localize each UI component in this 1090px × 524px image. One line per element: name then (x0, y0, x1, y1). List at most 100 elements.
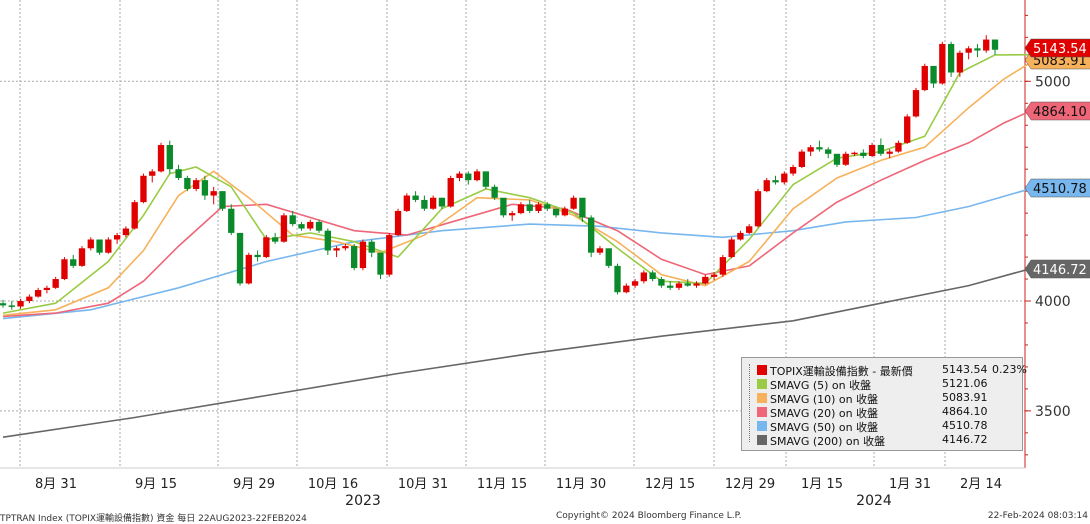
value-tag-label: 4864.10 (1033, 105, 1087, 120)
candle-body (78, 248, 86, 266)
candle-body (333, 248, 340, 251)
legend-row-sma10: SMAVG (10) on 收盤 5083.91 (742, 391, 1022, 406)
x-tick-label: 9月 15 (135, 477, 177, 492)
candle-body (456, 173, 463, 178)
candle-body (289, 215, 296, 225)
legend-name-sma50: SMAVG (50) on 收盤 (770, 421, 879, 434)
candle-body (552, 208, 560, 216)
candle-body (789, 166, 797, 174)
candle-body (465, 173, 472, 181)
candle-body (860, 152, 867, 156)
value-tag-label: 4146.72 (1033, 263, 1087, 278)
candle-body (113, 235, 121, 240)
series-line-20 (2, 110, 1031, 318)
candle-body (386, 235, 393, 275)
candle-body (298, 224, 305, 229)
x-tick-label: 10月 31 (398, 477, 448, 492)
candle-body (271, 237, 279, 242)
footer-ticker: TPTRAN Index (TOPIX運輸設備指數) 資金 每日 22AUG20… (0, 514, 307, 524)
candle-body (17, 301, 24, 307)
candle-body (991, 39, 999, 50)
legend-value-sma50: 4510.78 (942, 419, 988, 432)
candle-body (640, 272, 648, 282)
legend-name-sma20: SMAVG (20) on 收盤 (770, 407, 879, 420)
value-tag-label: 5083.91 (1033, 54, 1087, 69)
footer-copyright: Copyright© 2024 Bloomberg Finance L.P. (556, 511, 742, 521)
candle-body (175, 169, 182, 178)
y-tick-label: 5000 (1035, 74, 1071, 90)
x-tick-label: 9月 29 (233, 477, 275, 492)
candle-body (219, 191, 226, 209)
value-tag-bg (1024, 259, 1090, 279)
y-tick-label: 4000 (1035, 294, 1071, 310)
candle-body (70, 259, 77, 266)
legend-row-sma5: SMAVG (5) on 收盤 5121.06 (742, 377, 1022, 392)
candle-body (588, 217, 595, 253)
legend-row-sma200: SMAVG (200) on 收盤 4146.72 (742, 433, 1022, 448)
candle-body (140, 175, 147, 203)
candle-body (842, 153, 849, 165)
candle-body (930, 65, 937, 84)
candle-body (509, 213, 516, 216)
candle-body (649, 272, 656, 280)
candle-body (754, 191, 762, 227)
x-tick-label: 1月 15 (801, 477, 843, 492)
candle-body (43, 287, 51, 291)
series-line-50 (2, 188, 1031, 320)
candle-body (877, 145, 885, 154)
candle-body (947, 43, 955, 73)
legend-main-name: TOPIX運輸設備指數 - 最新價 (770, 365, 913, 378)
legend-swatch-sma200 (757, 435, 767, 445)
candle-body (26, 296, 33, 302)
candle-body (359, 241, 367, 269)
legend-swatch-sma20 (757, 407, 767, 417)
candle-body (473, 171, 481, 181)
candle-body (605, 248, 612, 266)
legend-name-sma5: SMAVG (5) on 收盤 (770, 379, 872, 392)
candle-body (315, 221, 323, 231)
candle-body (201, 180, 209, 196)
candle-body (34, 290, 42, 297)
candle-body (772, 180, 779, 183)
candle-body (895, 142, 902, 152)
candle-body (324, 230, 331, 251)
legend-value-sma20: 4864.10 (942, 405, 988, 418)
x-tick-label: 2月 14 (960, 477, 1002, 492)
x-tick-label: 8月 31 (35, 477, 77, 492)
value-tag-bg (1024, 101, 1090, 121)
candle-body (956, 52, 964, 73)
candle-body (921, 65, 928, 91)
candle-body (96, 239, 103, 253)
candle-body (149, 171, 156, 176)
value-tag-label: 4510.78 (1033, 182, 1087, 197)
legend-swatch-price (757, 365, 767, 375)
candle-body (517, 204, 525, 214)
candle-body (886, 151, 893, 154)
legend-value-sma5: 5121.06 (942, 377, 988, 390)
candle-body (280, 215, 288, 242)
candle-body (350, 246, 358, 269)
x-tick-label: 12月 29 (725, 477, 775, 492)
legend-main-value: 5143.54 (942, 363, 988, 376)
candle-body (377, 252, 384, 275)
year-label: 2023 (345, 493, 381, 509)
candle-body (614, 265, 621, 293)
candle-body (807, 147, 814, 152)
legend-name-sma10: SMAVG (10) on 收盤 (770, 393, 879, 406)
candle-body (737, 232, 744, 240)
candle-body (61, 259, 68, 280)
series-line-5 (2, 53, 1031, 314)
series-line-10 (2, 62, 1031, 317)
candle-body (447, 177, 454, 207)
legend-main-row: TOPIX運輸設備指數 - 最新價 5143.54 0.23% (742, 363, 1027, 378)
candle-body (781, 173, 788, 183)
candle-body (236, 232, 244, 284)
legend-value-sma10: 5083.91 (942, 391, 988, 404)
value-tag-label: 5143.54 (1033, 42, 1087, 57)
candle-body (833, 153, 841, 165)
candle-body (746, 226, 753, 233)
candle-body (342, 246, 349, 249)
candle-body (52, 279, 59, 288)
candle-body (693, 283, 700, 286)
